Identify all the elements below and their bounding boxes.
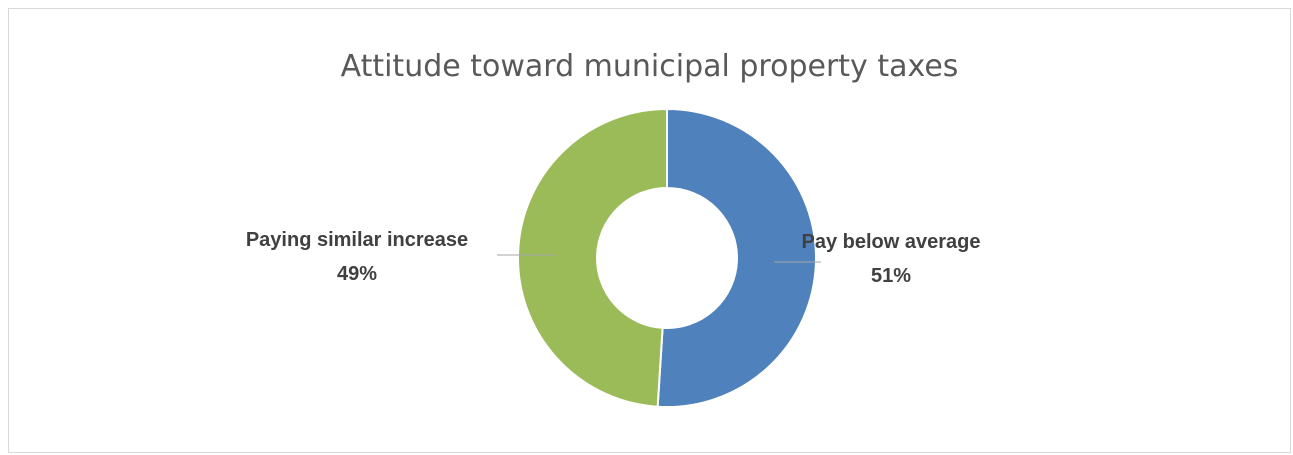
slice-category-label: Paying similar increase [246, 229, 468, 251]
slice-category-label: Pay below average [802, 231, 981, 253]
chart-title: Attitude toward municipal property taxes [340, 49, 959, 84]
donut-chart: Pay below average 51% Paying similar incre… [246, 107, 981, 408]
donut-slice-pay-below-average [656, 107, 817, 408]
slice-value-label: 49% [337, 263, 377, 285]
chart-area: Attitude toward municipal property taxes… [8, 8, 1291, 453]
slice-value-label: 51% [871, 265, 911, 287]
donut-slice-paying-similar-increase [517, 107, 668, 408]
